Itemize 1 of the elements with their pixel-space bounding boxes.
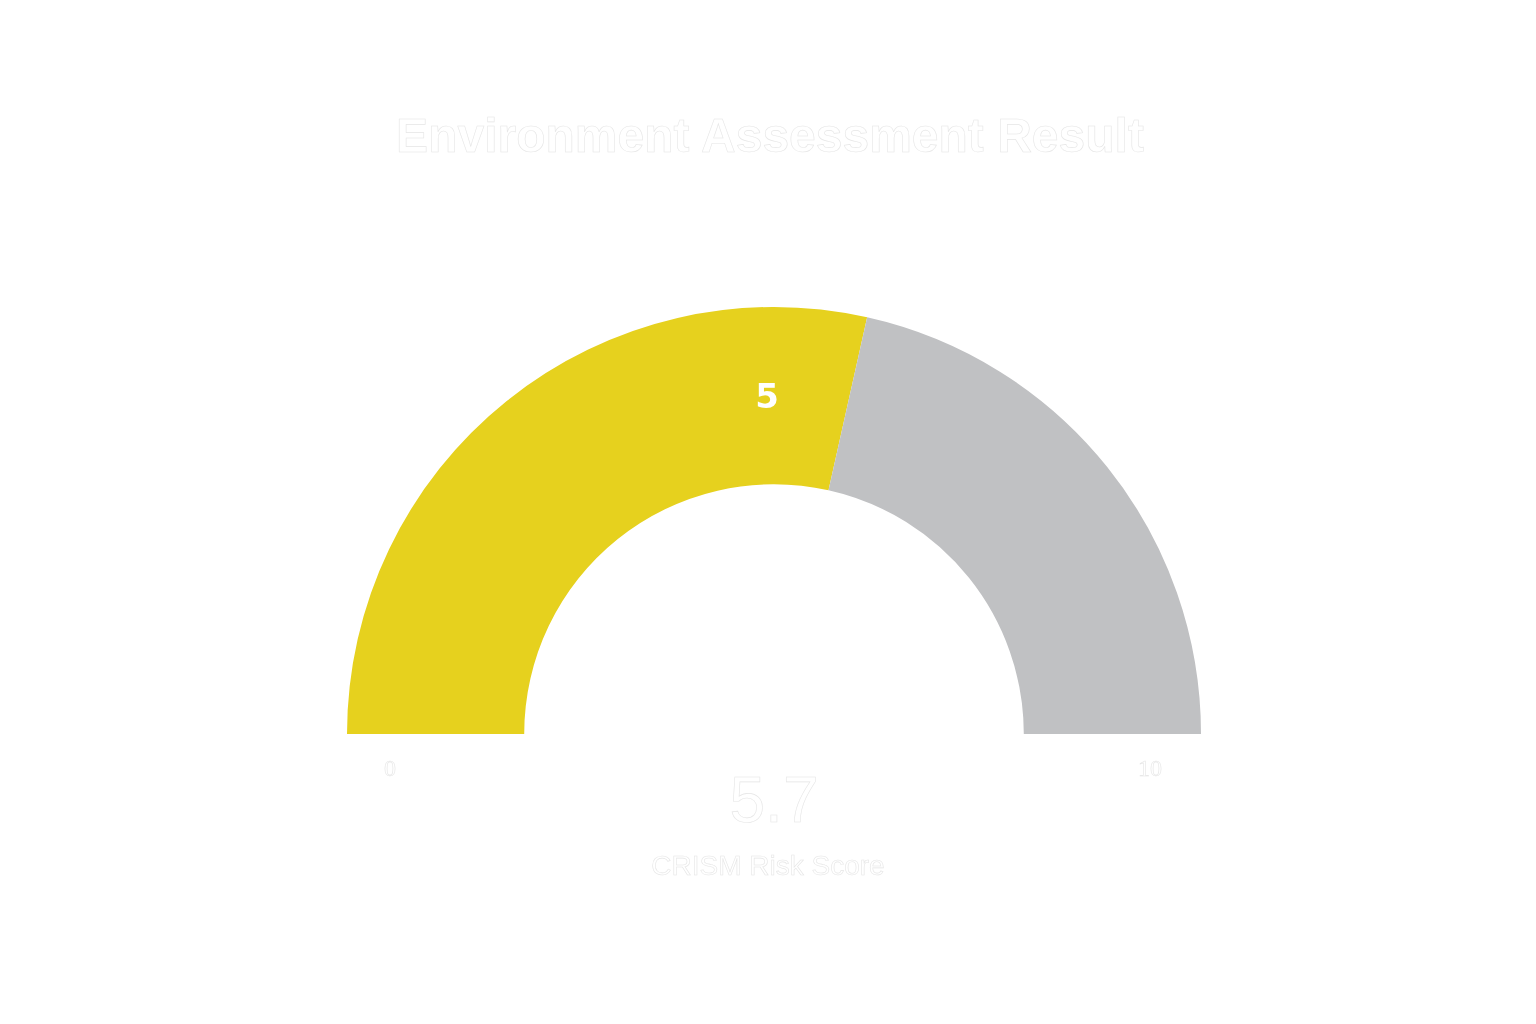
text: 5 (755, 375, 779, 416)
